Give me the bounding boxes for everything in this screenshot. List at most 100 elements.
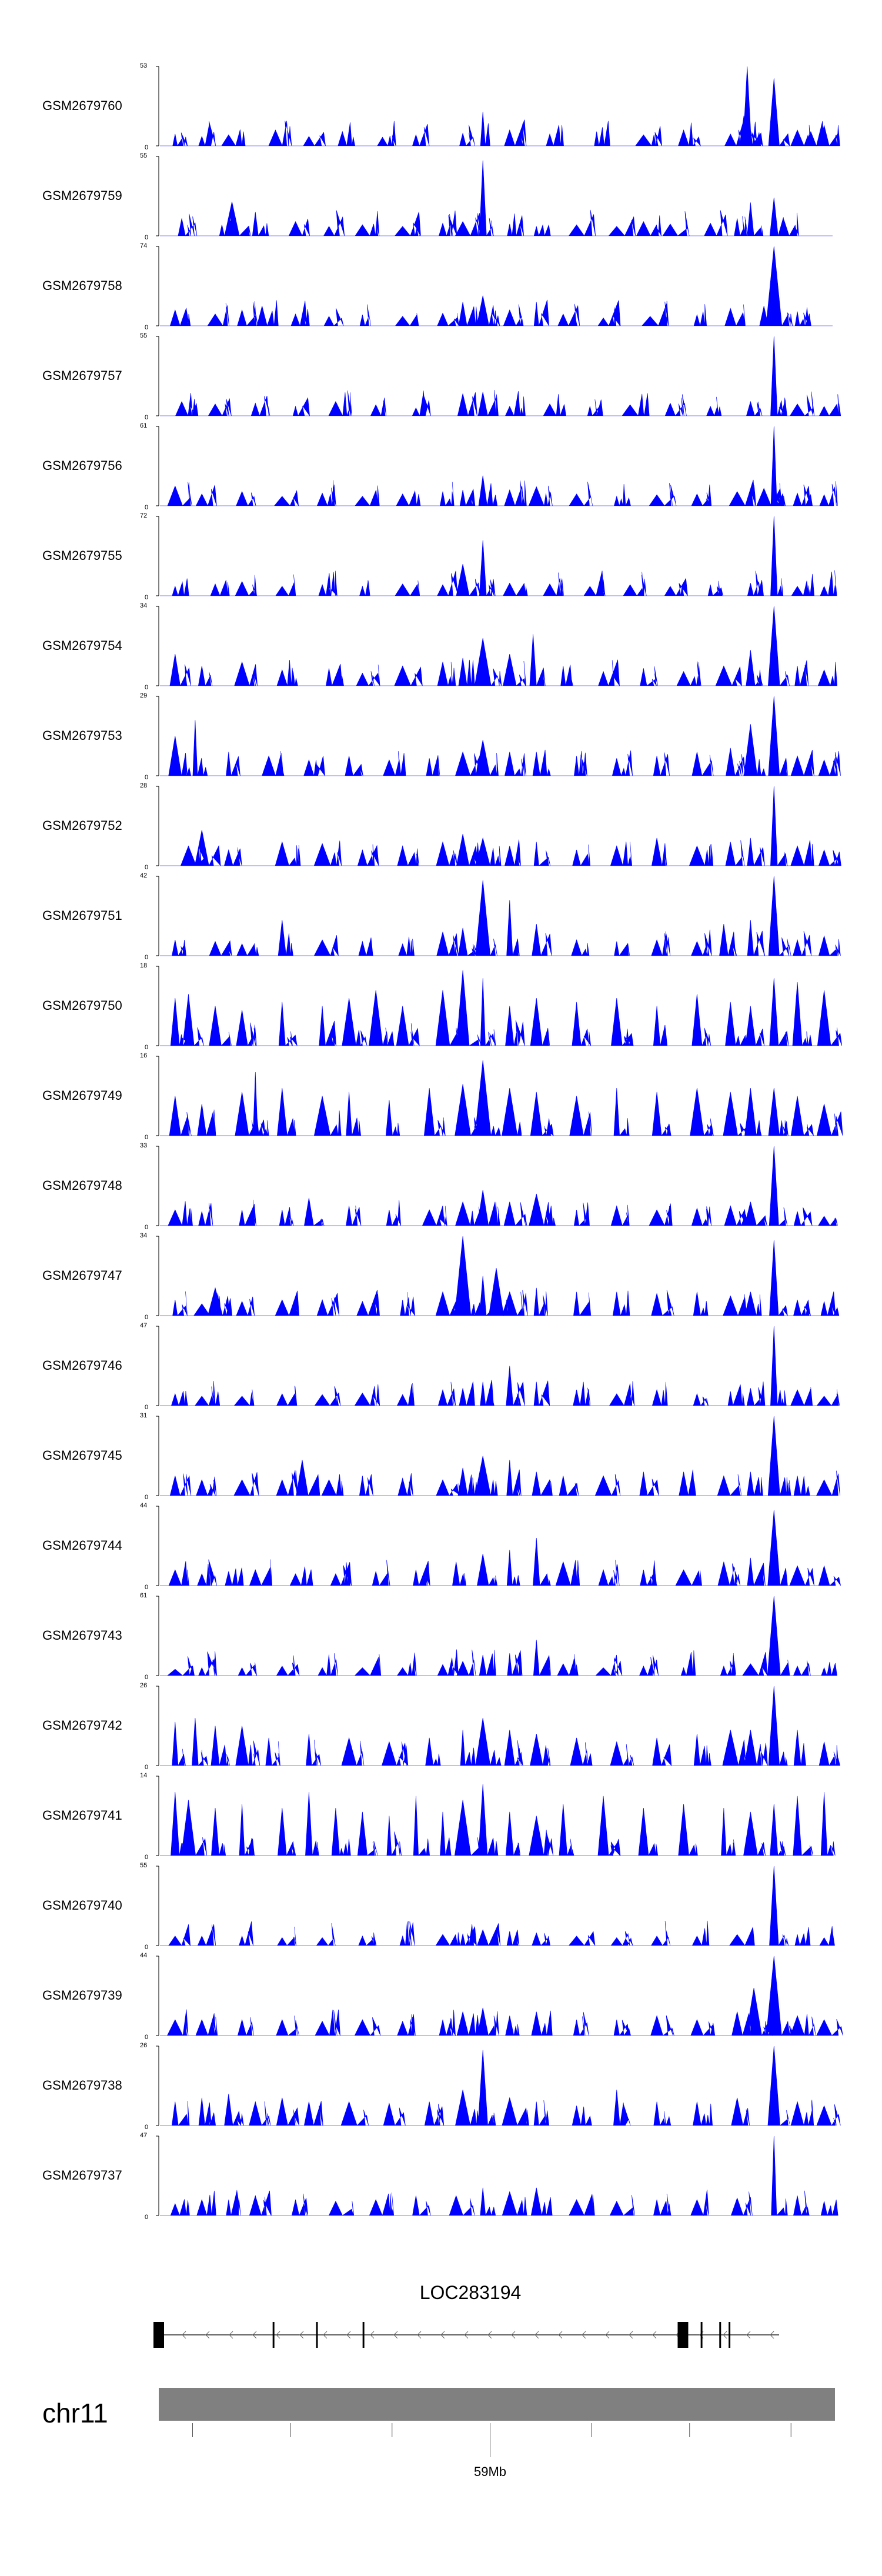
track-label: GSM2679737 [42, 2168, 122, 2183]
exon [362, 2322, 365, 2348]
signal-plot [156, 1956, 843, 2037]
track-label: GSM2679753 [42, 728, 122, 743]
exon [719, 2322, 721, 2348]
signal-plot [156, 1056, 843, 1137]
chromosome-band [159, 2388, 835, 2421]
signal-plot [156, 1596, 837, 1677]
chromosome-label: chr11 [42, 2398, 108, 2428]
strand-arrow [252, 2331, 257, 2339]
y-max-label: 55 [140, 1862, 148, 1869]
track-GSM2679745: GSM2679745 31 0 [0, 1412, 882, 1507]
exon [316, 2322, 318, 2348]
strand-arrow [464, 2331, 469, 2339]
signal-plot [156, 516, 837, 597]
signal-plot [156, 246, 833, 327]
track-label: GSM2679760 [42, 98, 122, 113]
strand-arrow [323, 2331, 328, 2339]
track-label: GSM2679757 [42, 368, 122, 383]
track-label: GSM2679749 [42, 1088, 122, 1103]
signal-plot [156, 786, 841, 867]
track-GSM2679752: GSM2679752 28 0 [0, 782, 882, 877]
track-GSM2679748: GSM2679748 33 0 [0, 1142, 882, 1237]
track-label: GSM2679739 [42, 1988, 122, 2003]
strand-arrow [417, 2331, 422, 2339]
signal-area [160, 606, 838, 687]
signal-plot [156, 156, 833, 237]
tick-label: 59Mb [474, 2464, 506, 2479]
strand-arrow [558, 2331, 563, 2339]
track-label: GSM2679744 [42, 1538, 122, 1553]
signal-plot [156, 1686, 840, 1767]
strand-arrow [205, 2331, 210, 2339]
y-min-label: 0 [145, 594, 149, 601]
signal-plot [156, 1326, 840, 1407]
signal-plot [156, 2135, 838, 2217]
y-max-label: 55 [140, 332, 148, 339]
y-min-label: 0 [145, 684, 149, 691]
signal-area [160, 1596, 837, 1677]
track-label: GSM2679742 [42, 1718, 122, 1733]
y-max-label: 72 [140, 512, 148, 519]
y-min-label: 0 [145, 1494, 149, 1501]
signal-area [160, 1784, 836, 1857]
signal-area [160, 66, 840, 147]
y-max-label: 34 [140, 602, 148, 609]
signal-area [160, 246, 833, 327]
gene-name: LOC283194 [419, 2282, 522, 2303]
exon [272, 2322, 275, 2348]
signal-area [160, 1326, 840, 1407]
strand-arrow [393, 2331, 398, 2339]
track-GSM2679740: GSM2679740 55 0 [0, 1862, 882, 1957]
track-label: GSM2679750 [42, 998, 122, 1013]
track-label: GSM2679756 [42, 458, 122, 473]
track-GSM2679755: GSM2679755 72 0 [0, 512, 882, 608]
y-max-label: 47 [140, 1322, 148, 1329]
y-min-label: 0 [145, 234, 149, 241]
y-min-label: 0 [145, 774, 149, 781]
strand-arrow [440, 2331, 445, 2339]
y-max-label: 61 [140, 1592, 148, 1599]
signal-plot [156, 1776, 836, 1857]
signal-plot [156, 1146, 838, 1227]
signal-area [160, 1866, 835, 1947]
y-max-label: 29 [140, 692, 148, 699]
y-min-label: 0 [145, 1404, 149, 1411]
y-min-label: 0 [145, 324, 149, 331]
y-max-label: 31 [140, 1412, 148, 1419]
y-max-label: 18 [140, 962, 148, 969]
y-min-label: 0 [145, 1134, 149, 1141]
track-GSM2679746: GSM2679746 47 0 [0, 1322, 882, 1417]
track-GSM2679757: GSM2679757 55 0 [0, 332, 882, 428]
strand-arrow [723, 2331, 727, 2339]
y-min-label: 0 [145, 864, 149, 871]
signal-area [160, 1416, 840, 1497]
y-min-label: 0 [145, 1584, 149, 1591]
signal-area [160, 2046, 841, 2127]
strand-arrow [511, 2331, 516, 2339]
signal-area [160, 2135, 838, 2217]
signal-plot [156, 1236, 840, 1317]
track-label: GSM2679741 [42, 1808, 122, 1823]
strand-arrow [746, 2331, 751, 2339]
exon [729, 2322, 731, 2348]
track-GSM2679750: GSM2679750 18 0 [0, 962, 882, 1057]
y-min-label: 0 [145, 1674, 149, 1681]
signal-area [160, 696, 841, 777]
y-max-label: 42 [140, 872, 148, 879]
y-min-label: 0 [145, 414, 149, 421]
track-GSM2679749: GSM2679749 16 0 [0, 1052, 882, 1147]
track-GSM2679753: GSM2679753 29 0 [0, 692, 882, 788]
y-max-label: 61 [140, 422, 148, 429]
signal-plot [156, 336, 841, 417]
y-max-label: 47 [140, 2132, 148, 2139]
track-GSM2679754: GSM2679754 34 0 [0, 602, 882, 698]
track-label: GSM2679747 [42, 1268, 122, 1283]
strand-arrow [276, 2331, 280, 2339]
track-label: GSM2679759 [42, 188, 122, 203]
y-min-label: 0 [145, 1764, 149, 1771]
signal-area [160, 1510, 841, 1587]
y-max-label: 14 [140, 1772, 148, 1779]
signal-plot [156, 606, 838, 687]
signal-plot [156, 1506, 841, 1587]
y-min-label: 0 [145, 954, 149, 961]
